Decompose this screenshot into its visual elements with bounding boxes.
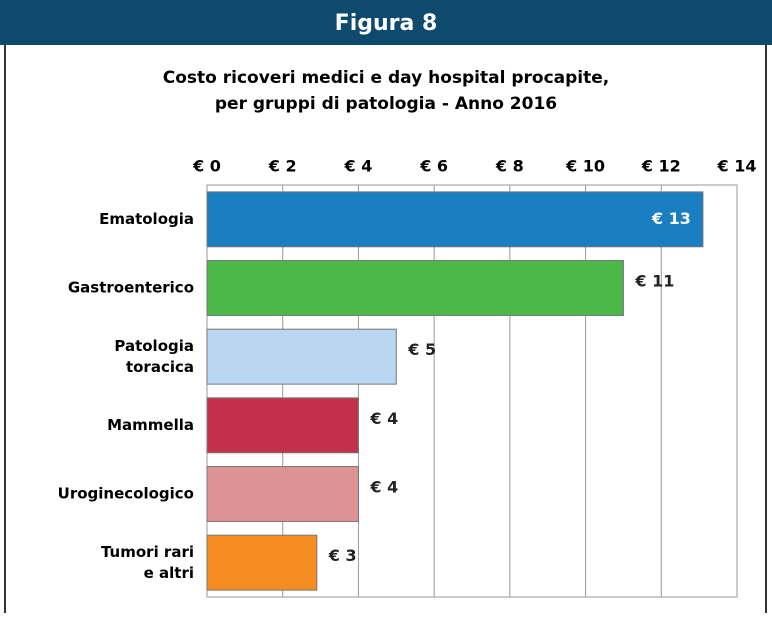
value-label: € 5 bbox=[407, 340, 436, 359]
y-tick-label: Ematologia bbox=[99, 210, 194, 228]
header-title: Figura 8 bbox=[335, 11, 438, 36]
bar bbox=[206, 466, 359, 522]
x-tick-label: € 4 bbox=[344, 157, 373, 176]
bar bbox=[206, 260, 624, 316]
bar bbox=[206, 328, 397, 385]
y-tick-label: Mammella bbox=[107, 416, 194, 434]
value-label: € 13 bbox=[651, 209, 691, 228]
x-tick-label: € 6 bbox=[419, 157, 448, 176]
x-tick-label: € 12 bbox=[641, 157, 681, 176]
y-tick-label: Patologia toracica bbox=[114, 337, 194, 376]
value-label: € 11 bbox=[634, 272, 674, 291]
bar bbox=[206, 191, 704, 248]
value-label: € 3 bbox=[328, 546, 357, 565]
value-label: € 4 bbox=[369, 478, 398, 497]
value-label: € 4 bbox=[369, 409, 398, 428]
chart-title: Costo ricoveri medici e day hospital pro… bbox=[163, 68, 609, 114]
bar bbox=[206, 397, 359, 454]
header-bar bbox=[0, 0, 772, 45]
y-tick-label: Tumori rari e altri bbox=[101, 543, 194, 582]
bar bbox=[206, 534, 318, 591]
x-tick-label: € 8 bbox=[495, 157, 524, 176]
x-tick-label: € 0 bbox=[192, 157, 221, 176]
x-tick-label: € 14 bbox=[717, 157, 757, 176]
y-tick-label: Uroginecologico bbox=[58, 485, 194, 503]
y-tick-label: Gastroenterico bbox=[68, 279, 194, 297]
x-tick-label: € 10 bbox=[565, 157, 605, 176]
x-tick-label: € 2 bbox=[268, 157, 297, 176]
